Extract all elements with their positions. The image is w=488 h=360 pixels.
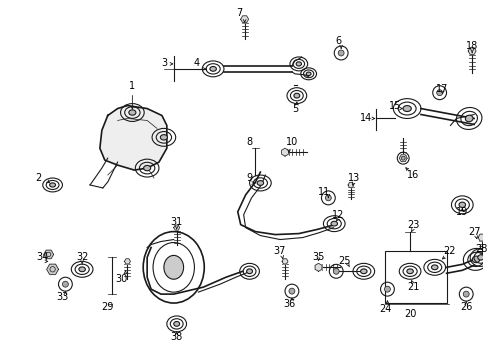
- Text: 35: 35: [312, 252, 324, 262]
- Ellipse shape: [246, 269, 252, 274]
- Text: 24: 24: [379, 304, 391, 314]
- Circle shape: [288, 288, 294, 294]
- Ellipse shape: [50, 183, 56, 187]
- Ellipse shape: [458, 202, 465, 207]
- Text: 37: 37: [272, 247, 285, 256]
- Ellipse shape: [143, 165, 150, 171]
- Polygon shape: [240, 16, 248, 23]
- Text: 32: 32: [76, 252, 88, 262]
- Text: 22: 22: [442, 247, 455, 256]
- Ellipse shape: [296, 62, 301, 66]
- Circle shape: [462, 291, 468, 297]
- Polygon shape: [124, 259, 130, 264]
- Ellipse shape: [163, 255, 183, 279]
- Text: 5: 5: [291, 104, 297, 113]
- Ellipse shape: [406, 269, 412, 274]
- Ellipse shape: [128, 110, 136, 115]
- Text: 25: 25: [337, 256, 349, 266]
- Text: 26: 26: [459, 302, 471, 312]
- Text: 33: 33: [56, 292, 68, 302]
- Polygon shape: [46, 264, 59, 274]
- Circle shape: [62, 281, 68, 287]
- Polygon shape: [314, 264, 321, 271]
- Ellipse shape: [79, 267, 85, 272]
- Polygon shape: [347, 183, 353, 188]
- Text: 27: 27: [467, 226, 479, 237]
- Text: 15: 15: [388, 100, 401, 111]
- Circle shape: [333, 268, 339, 274]
- Text: 12: 12: [331, 210, 344, 220]
- Text: 17: 17: [435, 84, 448, 94]
- Circle shape: [384, 286, 389, 292]
- Text: 7: 7: [236, 8, 243, 18]
- Polygon shape: [43, 250, 54, 259]
- Text: 11: 11: [318, 187, 330, 197]
- Ellipse shape: [471, 256, 479, 263]
- Ellipse shape: [360, 269, 366, 274]
- Text: 19: 19: [455, 207, 468, 217]
- Text: 1: 1: [129, 81, 135, 91]
- Ellipse shape: [430, 265, 437, 270]
- Ellipse shape: [293, 93, 299, 98]
- Circle shape: [325, 195, 331, 201]
- Text: 20: 20: [403, 309, 415, 319]
- Text: 9: 9: [246, 173, 252, 183]
- Text: 4: 4: [193, 58, 199, 68]
- Polygon shape: [100, 105, 166, 170]
- Text: 2: 2: [36, 173, 42, 183]
- Text: 18: 18: [465, 41, 477, 51]
- Text: 14: 14: [359, 113, 371, 123]
- Text: 29: 29: [102, 302, 114, 312]
- Circle shape: [401, 156, 405, 160]
- Text: 16: 16: [406, 170, 418, 180]
- Polygon shape: [467, 48, 475, 54]
- Ellipse shape: [305, 72, 310, 76]
- Text: 28: 28: [474, 244, 486, 255]
- Text: 8: 8: [246, 137, 252, 147]
- Text: 30: 30: [115, 274, 127, 284]
- Polygon shape: [173, 225, 179, 230]
- Ellipse shape: [477, 255, 483, 260]
- Ellipse shape: [330, 221, 337, 226]
- Text: 23: 23: [406, 220, 418, 230]
- Ellipse shape: [209, 67, 216, 71]
- Ellipse shape: [160, 135, 167, 140]
- Text: 38: 38: [170, 332, 183, 342]
- Text: 10: 10: [285, 137, 297, 147]
- Text: 21: 21: [406, 282, 418, 292]
- Ellipse shape: [465, 115, 472, 122]
- Circle shape: [338, 50, 344, 56]
- Text: 6: 6: [334, 36, 341, 46]
- Polygon shape: [398, 155, 407, 162]
- Text: 13: 13: [347, 173, 359, 183]
- Circle shape: [436, 90, 442, 96]
- Polygon shape: [477, 234, 485, 241]
- Ellipse shape: [257, 181, 263, 185]
- Text: 31: 31: [170, 217, 183, 227]
- Text: 34: 34: [37, 252, 49, 262]
- Ellipse shape: [173, 321, 179, 326]
- Ellipse shape: [402, 105, 410, 112]
- Bar: [385, 251, 446, 303]
- Text: 36: 36: [282, 299, 294, 309]
- Polygon shape: [282, 259, 287, 264]
- Polygon shape: [281, 148, 288, 156]
- Text: 3: 3: [161, 58, 166, 68]
